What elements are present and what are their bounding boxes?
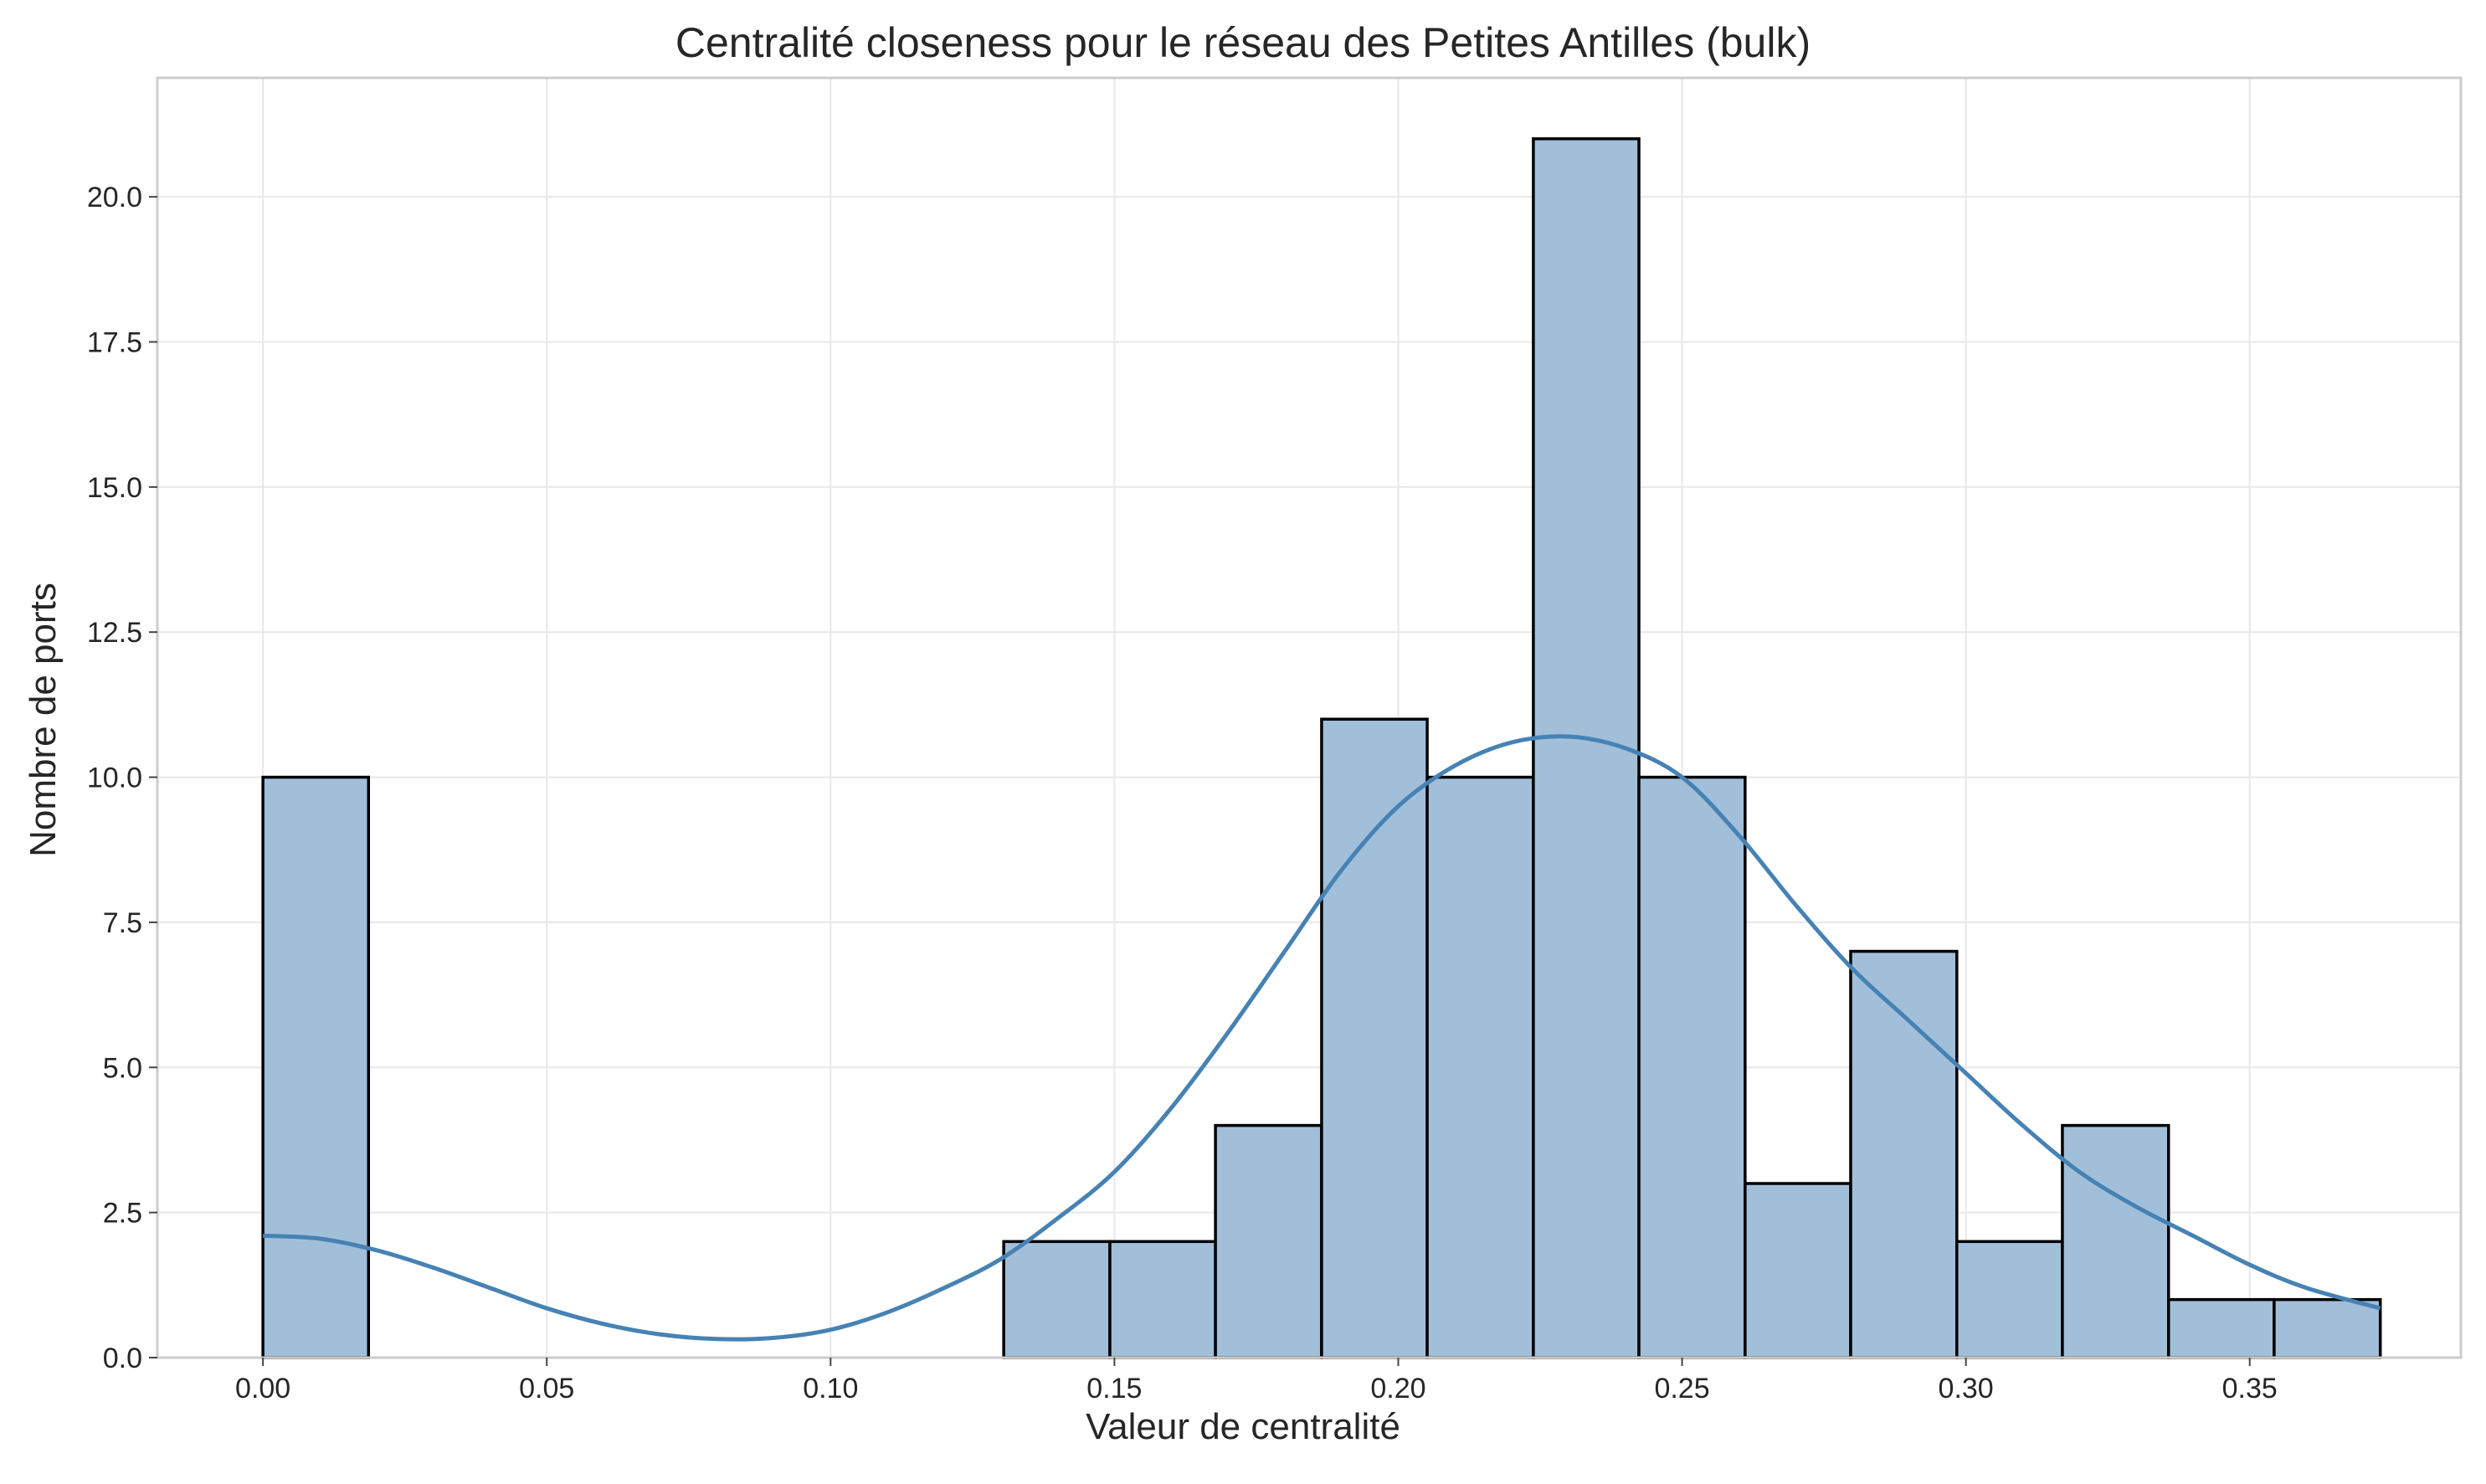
kde-line xyxy=(263,734,2381,1342)
y-tick-label: 15.0 xyxy=(87,472,142,504)
y-tick-label: 20.0 xyxy=(87,182,142,213)
y-tick-label: 17.5 xyxy=(87,327,142,359)
y-tick-label: 7.5 xyxy=(103,907,142,939)
histogram-bar xyxy=(1108,1240,1217,1359)
y-tick-label: 10.0 xyxy=(87,763,142,794)
histogram-bar xyxy=(2166,1297,2276,1359)
x-tick-label: 0.00 xyxy=(235,1373,290,1404)
y-tick-label: 5.0 xyxy=(103,1052,142,1084)
histogram-bar xyxy=(1214,1123,1323,1359)
y-tick-label: 2.5 xyxy=(103,1198,142,1230)
x-tick-label: 0.05 xyxy=(519,1373,574,1404)
x-tick-label: 0.25 xyxy=(1654,1373,1709,1404)
x-axis-label: Valeur de centralité xyxy=(1086,1406,1400,1447)
histogram-bar xyxy=(261,775,371,1359)
x-tick-label: 0.35 xyxy=(2222,1373,2278,1404)
x-tick-label: 0.20 xyxy=(1370,1373,1425,1404)
x-tick-label: 0.30 xyxy=(1939,1373,1994,1404)
axes-frame xyxy=(156,76,2463,1359)
histogram-bar xyxy=(1637,775,1747,1359)
histogram-bar xyxy=(1320,717,1429,1359)
x-tick-label: 0.15 xyxy=(1086,1373,1142,1404)
histogram-bar xyxy=(1002,1240,1112,1359)
histogram-bar xyxy=(1955,1240,2064,1359)
y-axis-label: Nombre de ports xyxy=(23,583,64,857)
histogram-bar xyxy=(1425,775,1535,1359)
histogram-bar xyxy=(2273,1297,2382,1359)
histogram-bar xyxy=(1744,1182,1852,1359)
y-tick-label: 12.5 xyxy=(87,617,142,649)
x-tick-label: 0.10 xyxy=(803,1373,858,1404)
y-tick-label: 0.0 xyxy=(103,1343,142,1374)
chart-title: Centralité closeness pour le réseau des … xyxy=(675,19,1811,66)
histogram-bar xyxy=(2061,1123,2170,1359)
histogram-bar xyxy=(1849,949,1959,1359)
